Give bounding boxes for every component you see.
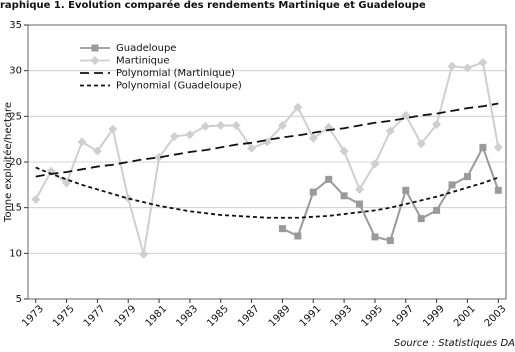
x-tick-label: 1973	[20, 303, 46, 329]
point	[463, 173, 471, 181]
point	[139, 249, 149, 259]
point	[309, 188, 317, 196]
point	[402, 186, 410, 194]
point	[447, 61, 457, 71]
series-line	[35, 102, 499, 178]
legend-label: Polynomial (Martinique)	[116, 68, 235, 79]
x-tick-label: 1981	[144, 303, 170, 329]
point	[479, 143, 487, 151]
legend-marker	[90, 56, 100, 65]
x-tick-label: 1991	[298, 303, 324, 329]
y-tick-label: 15	[9, 203, 22, 214]
legend-label: Polynomial (Guadeloupe)	[116, 81, 242, 92]
point	[478, 57, 488, 67]
point	[416, 139, 426, 149]
series-line	[34, 61, 500, 255]
x-tick-label: 2003	[483, 303, 509, 329]
series-line	[35, 166, 499, 219]
x-tick-label: 1989	[267, 303, 293, 329]
point	[277, 120, 287, 130]
legend-label: Guadeloupe	[116, 43, 176, 54]
y-tick-label: 30	[9, 66, 22, 77]
point	[294, 232, 302, 240]
point	[432, 120, 442, 130]
point	[247, 143, 257, 153]
legend-label: Martinique	[116, 56, 170, 67]
point	[200, 121, 210, 131]
y-tick-label: 5	[16, 294, 22, 305]
point	[308, 133, 318, 143]
point	[185, 130, 195, 140]
point	[494, 186, 502, 194]
y-axis-label: Tonne exploitée/hectare	[2, 102, 14, 223]
point	[371, 233, 379, 241]
point	[417, 215, 425, 223]
y-tick-label: 20	[9, 157, 22, 168]
point	[293, 102, 303, 112]
y-tick-label: 10	[9, 248, 22, 259]
point	[370, 159, 380, 169]
point	[231, 120, 241, 130]
x-tick-label: 1987	[236, 303, 262, 329]
point	[355, 184, 365, 194]
x-tick-label: 1975	[51, 303, 77, 329]
point	[356, 200, 364, 208]
legend-marker	[91, 44, 99, 52]
point	[77, 137, 87, 147]
point	[325, 175, 333, 183]
chart-title: raphique 1. Evolution comparée des rende…	[0, 0, 426, 11]
y-tick-label: 35	[9, 20, 22, 31]
x-tick-label: 1985	[205, 303, 231, 329]
point	[386, 237, 394, 245]
x-tick-label: 1983	[174, 303, 200, 329]
point	[493, 142, 503, 152]
point	[108, 124, 118, 134]
source: Source : Statistiques DA	[394, 338, 515, 349]
x-tick-label: 1997	[390, 303, 416, 329]
point	[462, 63, 472, 73]
x-tick-label: 1993	[329, 303, 355, 329]
x-tick-label: 1995	[359, 303, 385, 329]
x-tick-label: 1977	[82, 303, 108, 329]
x-tick-label: 1999	[421, 303, 447, 329]
point	[433, 206, 441, 214]
point	[154, 152, 164, 162]
point	[340, 192, 348, 200]
point	[123, 194, 133, 204]
x-tick-label: 2001	[452, 303, 478, 329]
point	[448, 181, 456, 189]
point	[339, 146, 349, 156]
plot-frame	[27, 24, 507, 300]
point	[169, 131, 179, 141]
point	[216, 120, 226, 130]
x-tick-label: 1979	[113, 303, 139, 329]
point	[385, 126, 395, 136]
point	[92, 146, 102, 156]
point	[31, 194, 41, 204]
point	[278, 225, 286, 233]
y-tick-label: 25	[9, 111, 22, 122]
